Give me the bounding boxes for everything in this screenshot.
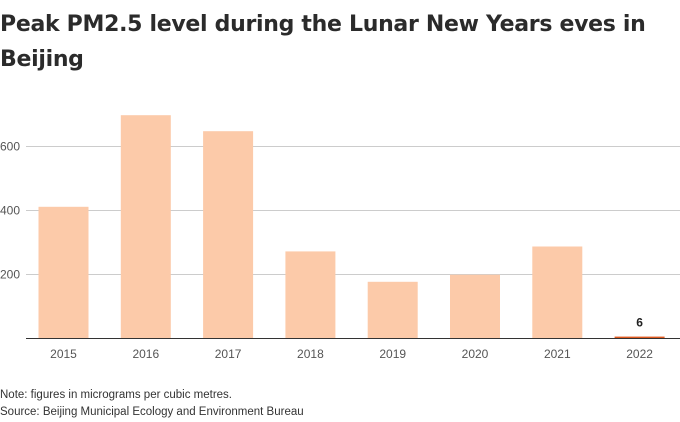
chart-title: Peak PM2.5 level during the Lunar New Ye… (0, 12, 646, 72)
bar-2015 (38, 206, 89, 339)
x-tick-label-2018: 2018 (297, 347, 324, 361)
y-tick-label-400: 400 (0, 204, 20, 218)
x-tick-label-2019: 2019 (379, 347, 406, 361)
bars (38, 115, 665, 339)
chart-note: Note: figures in micrograms per cubic me… (0, 389, 232, 401)
x-tick-label-2017: 2017 (215, 347, 242, 361)
bar-2016 (120, 115, 171, 339)
chart-source: Source: Beijing Municipal Ecology and En… (0, 406, 304, 418)
bar-2022 (614, 336, 665, 339)
bar-2018 (285, 251, 336, 339)
x-tick-label-2021: 2021 (544, 347, 571, 361)
data-label-2022: 6 (636, 316, 643, 330)
bar-2020 (450, 274, 500, 339)
x-tick-label-2020: 2020 (462, 347, 489, 361)
x-tick-label-2016: 2016 (132, 347, 159, 361)
x-tick-label-2015: 2015 (50, 347, 77, 361)
x-tick-label-2022: 2022 (626, 347, 653, 361)
bar-2021 (532, 246, 583, 339)
y-tick-label-200: 200 (0, 268, 20, 282)
labels: 200 400 600 2015 2016 2017 2018 2019 2020 2021 202… (0, 140, 680, 361)
bar-2019 (367, 281, 418, 339)
bar-2017 (203, 131, 254, 339)
y-tick-label-600: 600 (0, 140, 20, 154)
